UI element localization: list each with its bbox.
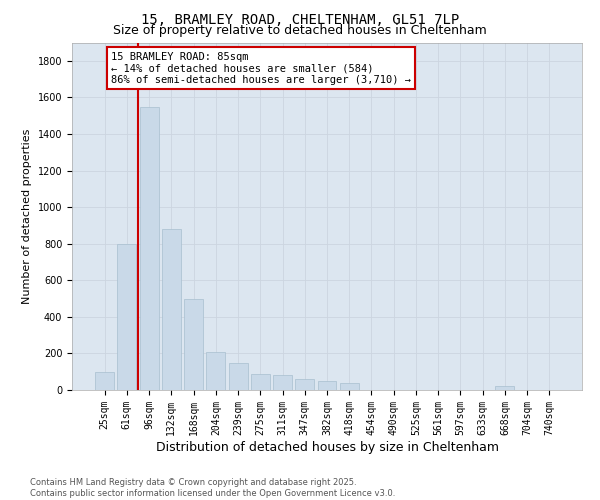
Bar (229, 362, 248, 390)
X-axis label: Distribution of detached houses by size in Cheltenham: Distribution of detached houses by size … (155, 440, 499, 454)
Y-axis label: Number of detached properties: Number of detached properties (22, 128, 32, 304)
Bar (95, 372, 114, 390)
Bar (140, 106, 158, 390)
Bar (317, 381, 337, 390)
Text: 15 BRAMLEY ROAD: 85sqm
← 14% of detached houses are smaller (584)
86% of semi-de: 15 BRAMLEY ROAD: 85sqm ← 14% of detached… (112, 52, 412, 85)
Bar (340, 382, 359, 390)
Bar (251, 374, 270, 390)
Bar (184, 298, 203, 390)
Text: Contains HM Land Registry data © Crown copyright and database right 2025.
Contai: Contains HM Land Registry data © Crown c… (30, 478, 395, 498)
Text: Size of property relative to detached houses in Cheltenham: Size of property relative to detached ho… (113, 24, 487, 37)
Bar (206, 352, 225, 390)
Bar (162, 229, 181, 390)
Bar (496, 386, 514, 390)
Bar (295, 379, 314, 390)
Bar (118, 244, 136, 390)
Bar (273, 376, 292, 390)
Text: 15, BRAMLEY ROAD, CHELTENHAM, GL51 7LP: 15, BRAMLEY ROAD, CHELTENHAM, GL51 7LP (141, 12, 459, 26)
